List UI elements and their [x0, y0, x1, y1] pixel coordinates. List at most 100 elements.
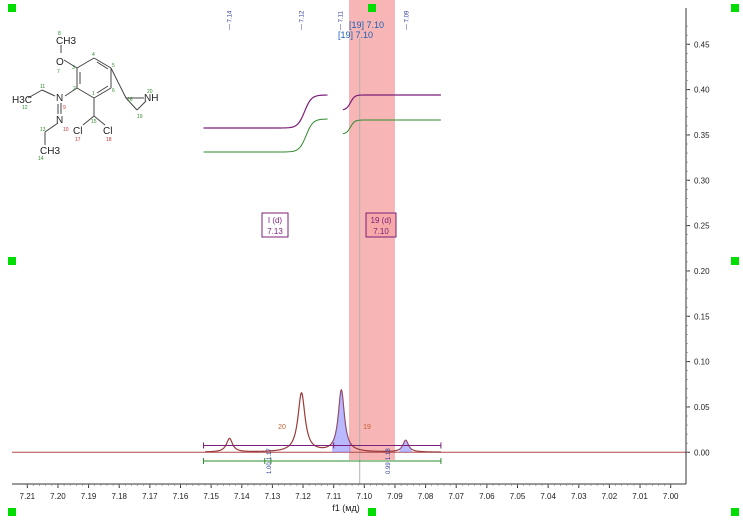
- atom-o: O: [56, 57, 64, 68]
- multiplet-box-20[interactable]: I (d) 7.13: [261, 212, 289, 238]
- x-tick-label: 7.10: [357, 492, 373, 501]
- x-tick-label: 7.06: [479, 492, 495, 501]
- peak-marker-label: — 7.12: [300, 10, 306, 30]
- x-tick-label: 7.03: [571, 492, 587, 501]
- x-tick-label: 7.19: [81, 492, 97, 501]
- integral-value-2b: 1.18: [386, 448, 392, 460]
- y-tick-label: 0.10: [694, 358, 710, 367]
- atom-num-8: 8: [58, 31, 61, 37]
- y-tick-label: 0.15: [694, 312, 710, 321]
- integral-value-1a: 1.00: [267, 462, 273, 474]
- atom-nh: NH: [144, 93, 158, 104]
- y-tick-label: 0.05: [694, 403, 710, 412]
- atom-ch3-top: CH3: [56, 36, 76, 47]
- atom-num-1: 1: [92, 91, 95, 97]
- multiplet-20-shift: 7.13: [267, 227, 283, 236]
- x-tick-label: 7.21: [20, 492, 36, 501]
- x-tick-label: 7.12: [295, 492, 311, 501]
- y-axis: 0.45 0.40 0.35 0.30 0.25 0.20 0.15 0.10 0.05 0.00: [685, 8, 710, 484]
- y-tick-label: 0.25: [694, 222, 710, 231]
- integral-bracket: [202, 458, 442, 464]
- atom-num-18: 18: [106, 137, 112, 143]
- resize-handle[interactable]: [8, 257, 16, 265]
- atom-num-5: 5: [112, 63, 115, 69]
- multiplet-range-bar: [202, 442, 442, 449]
- x-tick-label: 7.00: [663, 492, 679, 501]
- multiplet-number-20: 20: [278, 424, 286, 431]
- atom-num-10: 10: [63, 127, 69, 133]
- atom-num-7: 7: [57, 69, 60, 75]
- peak-fill-19-main: [332, 389, 351, 453]
- multiplet-19-shift: 7.10: [373, 227, 389, 236]
- atom-num-15: 15: [91, 119, 97, 125]
- x-tick-label: 7.04: [540, 492, 556, 501]
- integral-value-2a: 0.99: [386, 462, 392, 474]
- resize-handle[interactable]: [731, 257, 739, 265]
- atom-n9: N: [56, 93, 63, 104]
- x-axis-label: f1 (мд): [332, 503, 359, 513]
- peak-marker-label: — 7.11: [339, 10, 345, 30]
- x-tick-label: 7.18: [111, 492, 127, 501]
- x-tick-label: 7.13: [265, 492, 281, 501]
- resize-handle[interactable]: [368, 508, 376, 516]
- selection-handles[interactable]: [8, 4, 739, 516]
- x-tick-label: 7.20: [50, 492, 66, 501]
- y-tick-label: 0.20: [694, 267, 710, 276]
- peak-label-19-b: [19] 7.10: [338, 30, 373, 40]
- atom-num-11: 11: [40, 84, 45, 90]
- multiplet-box-19[interactable]: 19 (d) 7.10: [365, 212, 397, 238]
- x-tick-label: 7.01: [632, 492, 648, 501]
- atom-cl18: Cl: [103, 126, 112, 137]
- atom-num-3: 3: [72, 65, 75, 71]
- integral-value-1b: 1.17: [267, 448, 273, 460]
- multiplet-19-name: 19 (d): [371, 216, 392, 225]
- peak-marker-label: — 7.14: [228, 10, 234, 30]
- x-tick-label: 7.07: [448, 492, 464, 501]
- atom-num-12: 12: [22, 105, 28, 111]
- atom-num-13: 13: [40, 127, 46, 133]
- integral-curve-purple-1: [203, 94, 328, 129]
- integral-curve-purple-2: [342, 94, 441, 111]
- x-axis: 7.21 7.20 7.19 7.18 7.17 7.16 7.15 7.14 7.13 7.12…: [12, 483, 686, 501]
- integral-curve-green-2: [342, 119, 441, 135]
- y-tick-label: 0.30: [694, 176, 710, 185]
- atom-num-20: 20: [147, 89, 153, 95]
- multiplet-20-name: I (d): [268, 216, 283, 225]
- peak-markers: — 7.14 — 7.12 — 7.11 — 7.09: [228, 10, 411, 30]
- x-tick-label: 7.02: [602, 492, 618, 501]
- resize-handle[interactable]: [8, 508, 16, 516]
- peak-fill-19-small: [399, 440, 412, 453]
- atom-cl17: Cl: [73, 126, 82, 137]
- y-tick-label: 0.40: [694, 86, 710, 95]
- resize-handle[interactable]: [8, 4, 16, 12]
- peak-marker-label: — 7.09: [405, 10, 411, 30]
- atom-n10: N: [56, 115, 63, 126]
- atom-h3c: H3C: [12, 95, 32, 106]
- x-tick-label: 7.11: [326, 492, 342, 501]
- atom-num-4: 4: [92, 52, 95, 58]
- atom-num-19: 19: [137, 114, 143, 120]
- atom-num-14: 14: [38, 156, 44, 162]
- x-tick-label: 7.08: [418, 492, 434, 501]
- multiplet-number-19: 19: [363, 424, 371, 431]
- y-tick-label: 0.35: [694, 131, 710, 140]
- atom-num-17: 17: [75, 137, 81, 143]
- x-tick-label: 7.05: [510, 492, 526, 501]
- x-tick-label: 7.09: [387, 492, 403, 501]
- atom-num-6: 6: [112, 88, 115, 94]
- x-tick-label: 7.16: [173, 492, 189, 501]
- atom-ch3-bottom: CH3: [40, 146, 60, 157]
- resize-handle[interactable]: [731, 508, 739, 516]
- atom-num-9: 9: [63, 105, 66, 111]
- atom-num-2: 2: [73, 86, 76, 92]
- y-tick-label: 0.00: [694, 448, 710, 457]
- integral-curve-green-1: [203, 118, 328, 153]
- resize-handle[interactable]: [731, 4, 739, 12]
- atom-num-16: 16: [127, 97, 133, 103]
- x-tick-label: 7.17: [142, 492, 158, 501]
- y-tick-label: 0.45: [694, 40, 710, 49]
- x-tick-label: 7.15: [203, 492, 219, 501]
- x-tick-label: 7.14: [234, 492, 250, 501]
- resize-handle[interactable]: [368, 4, 376, 12]
